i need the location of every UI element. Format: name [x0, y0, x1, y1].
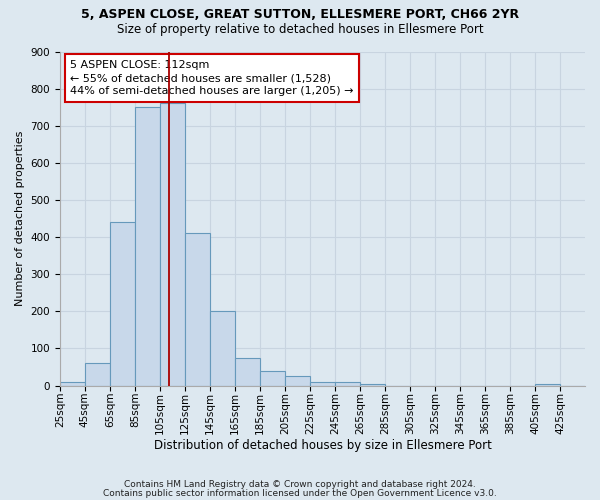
Bar	[210, 312, 235, 386]
Bar	[335, 382, 360, 386]
X-axis label: Distribution of detached houses by size in Ellesmere Port: Distribution of detached houses by size …	[154, 440, 491, 452]
Bar	[360, 384, 385, 386]
Bar	[110, 222, 135, 386]
Bar	[235, 358, 260, 386]
Bar	[285, 376, 310, 386]
Bar	[60, 382, 85, 386]
Bar	[535, 384, 560, 386]
Y-axis label: Number of detached properties: Number of detached properties	[15, 131, 25, 306]
Text: 5 ASPEN CLOSE: 112sqm
← 55% of detached houses are smaller (1,528)
44% of semi-d: 5 ASPEN CLOSE: 112sqm ← 55% of detached …	[70, 60, 354, 96]
Bar	[185, 234, 210, 386]
Text: Contains HM Land Registry data © Crown copyright and database right 2024.: Contains HM Land Registry data © Crown c…	[124, 480, 476, 489]
Text: Size of property relative to detached houses in Ellesmere Port: Size of property relative to detached ho…	[116, 22, 484, 36]
Text: Contains public sector information licensed under the Open Government Licence v3: Contains public sector information licen…	[103, 490, 497, 498]
Bar	[310, 382, 335, 386]
Bar	[85, 364, 110, 386]
Bar	[260, 370, 285, 386]
Bar	[160, 104, 185, 386]
Text: 5, ASPEN CLOSE, GREAT SUTTON, ELLESMERE PORT, CH66 2YR: 5, ASPEN CLOSE, GREAT SUTTON, ELLESMERE …	[81, 8, 519, 20]
Bar	[135, 107, 160, 386]
